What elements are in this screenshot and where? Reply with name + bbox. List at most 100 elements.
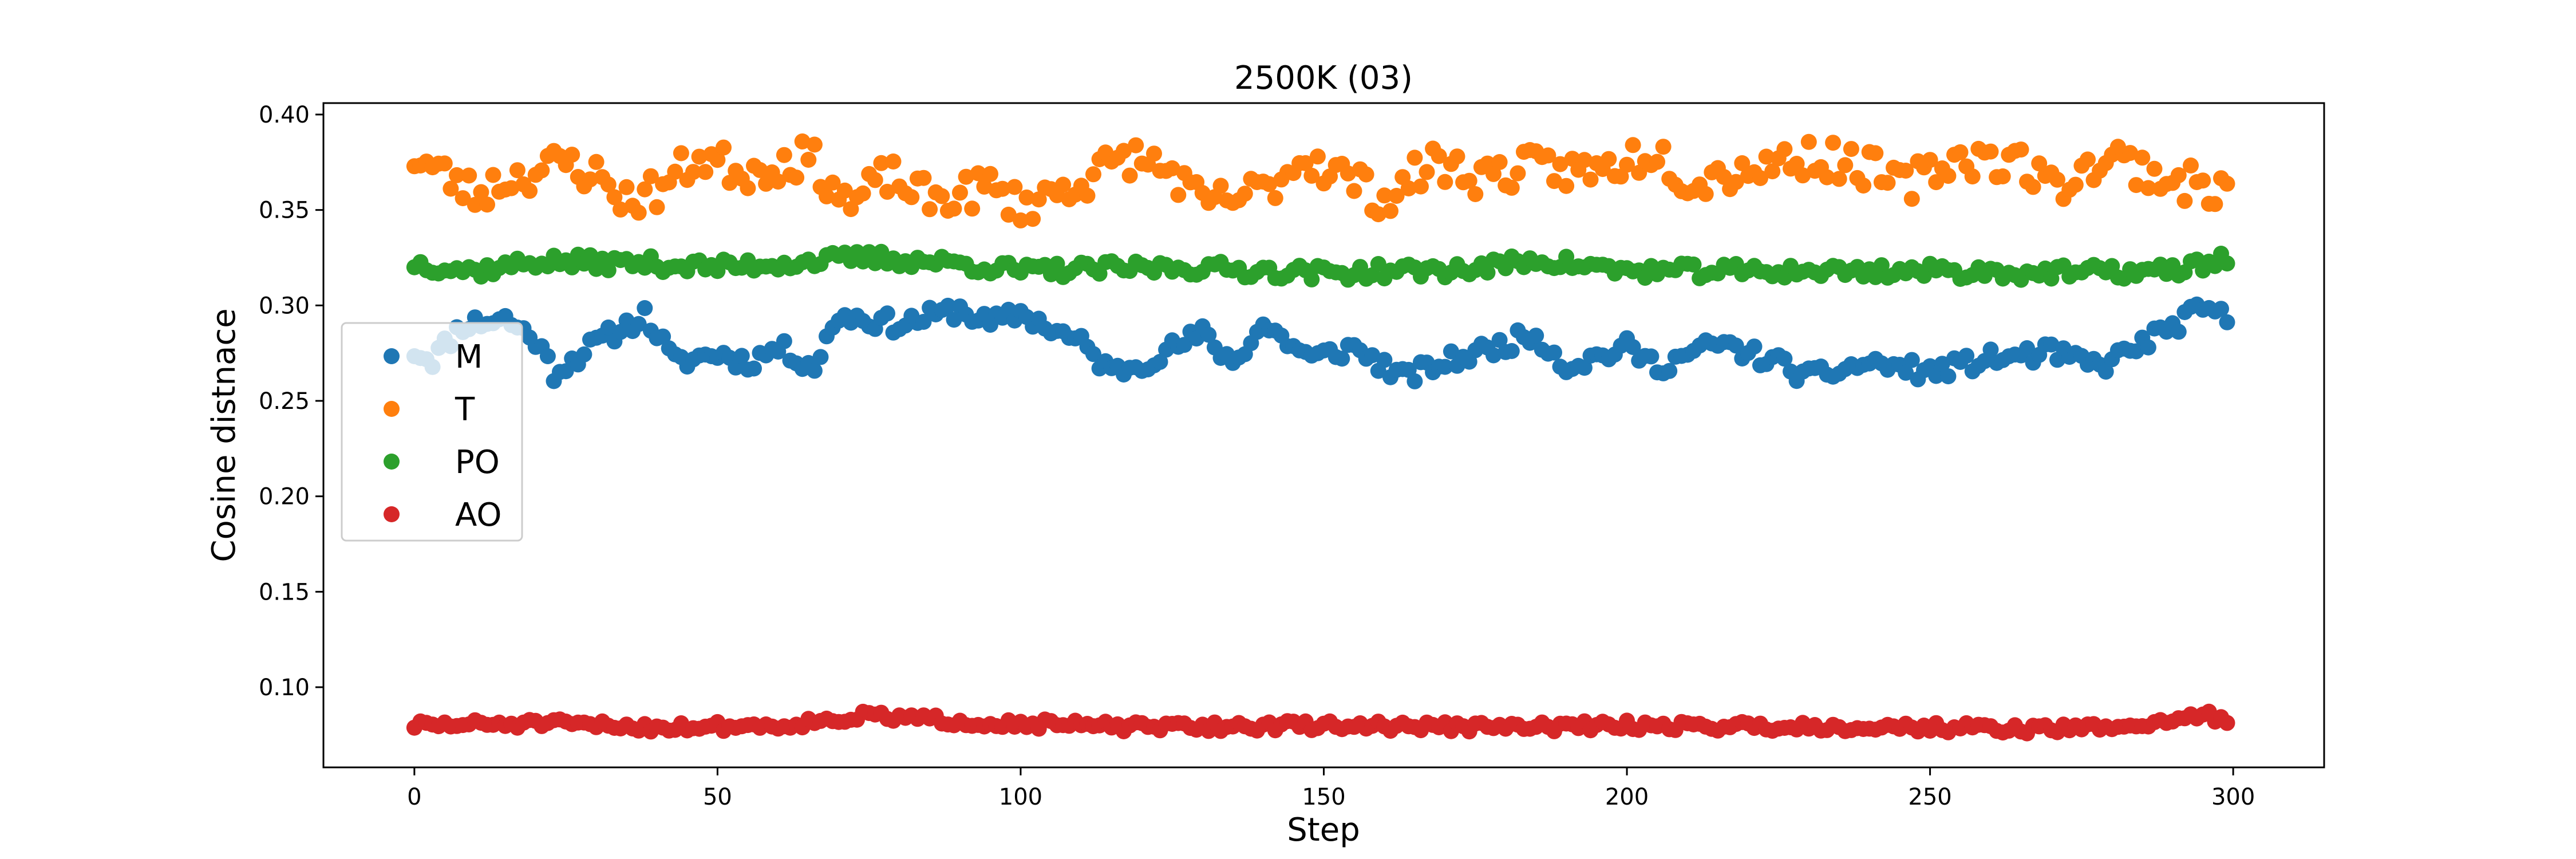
point-t [879,183,895,200]
point-t [2049,171,2065,188]
point-t [976,178,993,195]
point-m [558,363,574,380]
point-m [915,314,932,330]
x-tick-label: 300 [2211,784,2255,810]
point-t [1388,188,1405,204]
point-m [1746,338,1763,355]
point-m [1485,347,1502,364]
point-t [934,188,950,204]
legend-marker-ao [384,506,400,522]
point-m [1503,343,1520,359]
point-t [1055,176,1072,193]
point-t [2080,151,2096,168]
point-t [1982,143,1999,160]
point-m [1576,360,1593,376]
point-m [637,300,653,316]
point-t [1449,148,1465,165]
point-t [2128,177,2144,194]
point-m [1982,341,1999,358]
x-tick-label: 150 [1302,784,1345,810]
point-t [1697,186,1714,202]
point-m [2043,336,2060,353]
point-t [1649,153,1665,170]
point-m [600,319,617,336]
point-t [1558,178,1575,194]
point-t [1613,168,1629,185]
point-t [649,199,665,215]
point-m [576,346,592,362]
point-t [1994,168,2011,184]
point-t [534,162,550,179]
x-tick-label: 50 [703,784,732,810]
point-t [1928,174,1945,191]
point-t [467,196,483,213]
point-t [588,153,605,170]
point-m [1334,350,1350,367]
point-t [885,153,902,170]
point-t [2183,157,2199,174]
point-t [1898,163,1914,179]
point-m [2019,340,2035,356]
point-m [1443,343,1459,360]
point-t [1303,167,1320,184]
point-t [1419,164,1435,180]
point-t [752,161,768,178]
point-t [1261,176,1278,192]
point-t [1576,152,1593,168]
y-tick-label: 0.25 [259,388,310,415]
point-t [1625,137,1641,153]
point-t [2122,145,2139,161]
point-t [1964,168,1981,185]
point-t [1819,169,1835,186]
point-t [1752,170,1768,186]
point-m [1643,348,1660,365]
point-t [673,145,689,161]
point-t [503,180,520,196]
x-tick-label: 100 [999,784,1042,810]
legend-label-m: M [455,338,483,376]
point-m [1898,364,1914,381]
point-t [2207,196,2223,212]
point-m [1200,326,1217,343]
point-t [1236,186,1253,202]
point-t [843,201,859,218]
point-t [1013,212,1029,228]
point-m [1528,328,1544,344]
point-po [1685,256,1702,273]
y-axis-label: Cosine distnace [206,308,243,562]
point-po [1479,265,1496,281]
point-t [1146,145,1162,162]
point-t [1510,165,1526,182]
point-t [794,133,811,149]
point-m [1152,353,1168,370]
point-t [1006,179,1023,195]
point-t [606,189,623,206]
point-t [1358,166,1374,183]
point-m [2140,339,2156,356]
point-m [1728,337,1744,354]
point-t [1728,174,1744,190]
point-m [1940,368,1957,385]
y-tick-label: 0.30 [259,293,310,319]
point-t [1837,157,1854,174]
point-t [2067,176,2084,193]
point-t [473,184,489,200]
point-t [982,166,998,182]
point-t [691,148,708,165]
point-t [600,176,617,193]
point-t [1758,148,1775,165]
legend: MT PO AO [341,322,523,542]
point-t [867,172,883,188]
point-po [1303,271,1320,287]
point-t [964,200,981,217]
point-po [1916,267,1932,284]
point-po [2219,255,2235,272]
plot-points [406,133,2235,742]
point-po [1049,255,1065,272]
point-t [2013,141,2029,158]
point-m [746,360,762,377]
series-t [406,133,2235,228]
point-t [1800,133,1817,150]
point-t [970,165,986,182]
